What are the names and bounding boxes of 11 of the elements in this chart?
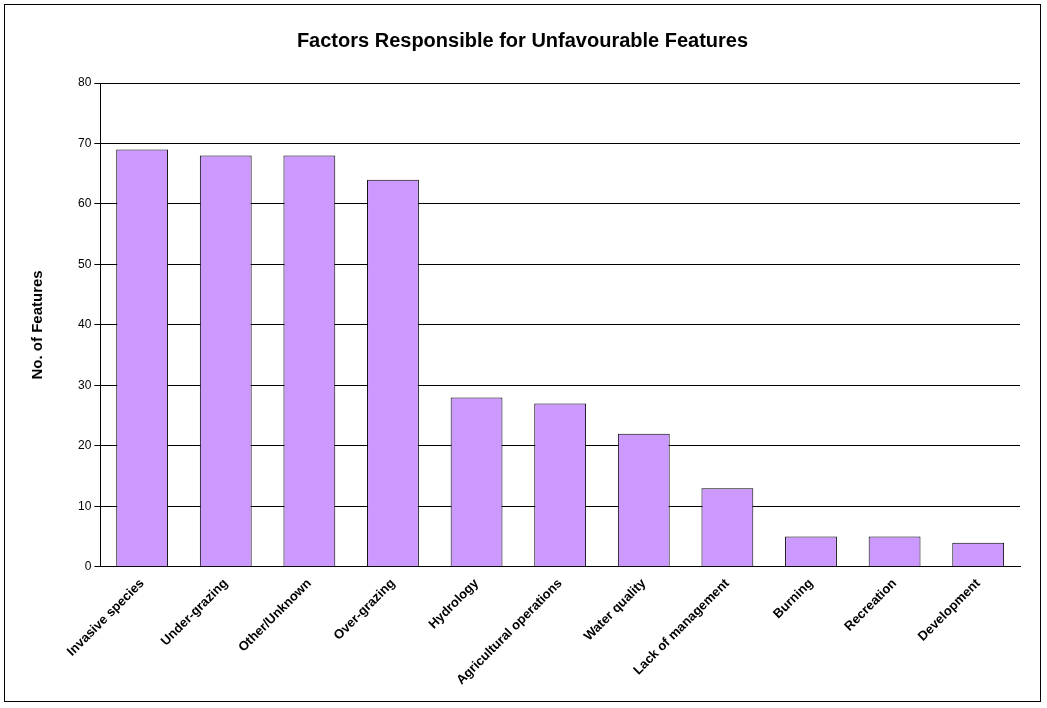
y-tick-label: 0 — [84, 559, 92, 574]
chart-title: Factors Responsible for Unfavourable Features — [296, 28, 749, 51]
y-tick-label: 20 — [77, 438, 92, 453]
y-tick-label: 60 — [77, 196, 92, 211]
y-tick-label: 50 — [77, 256, 92, 271]
y-tick-label: 40 — [77, 317, 92, 332]
y-axis-title: No. of Features — [28, 270, 46, 380]
y-tick-label: 30 — [77, 377, 92, 392]
y-tick-label: 80 — [77, 75, 92, 90]
y-tick-label: 10 — [77, 498, 92, 513]
y-tick-label: 70 — [77, 135, 92, 150]
